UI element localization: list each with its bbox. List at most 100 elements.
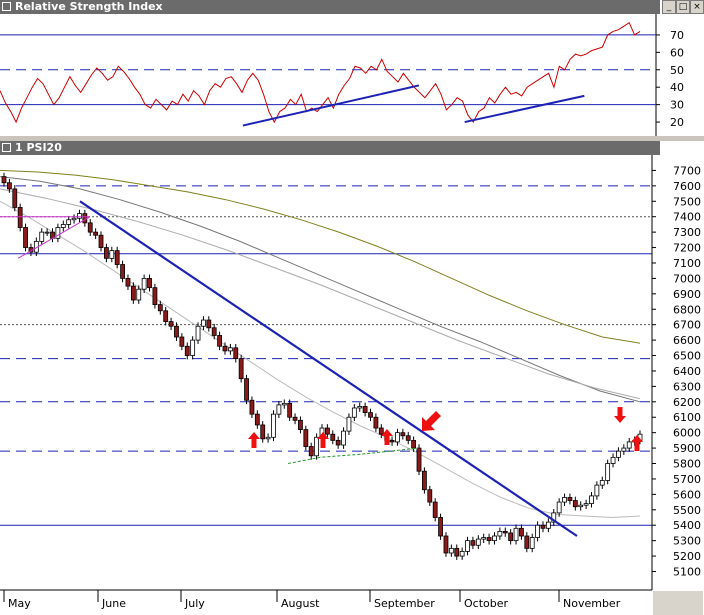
candle-body [454,547,460,557]
candle-body [621,447,627,452]
candle-body [39,231,45,242]
y-tick-label: 7000 [673,272,701,285]
candle-body [168,321,174,327]
candle-body [120,264,125,279]
candle-body [114,250,120,265]
rsi-trend-line [242,84,420,127]
candle-body [545,521,551,529]
moving-average-line [0,169,641,344]
candle-body [254,413,260,426]
candle-body [211,327,217,336]
candle-body [174,325,179,338]
y-tick-label: 5300 [673,535,701,548]
restore-button[interactable]: □ [676,0,690,14]
candle-body [233,347,239,360]
candle-body [77,213,82,219]
candle-body [60,224,66,228]
candle-body [422,470,427,491]
rsi-chart[interactable]: 20 30 40 50 60 70 [0,14,704,136]
candle-body [443,535,449,554]
candle-body [222,345,228,352]
panel-menu-icon[interactable] [2,1,11,11]
candle-body [184,345,190,356]
rsi-trend-line [464,94,585,124]
candle-body [17,207,23,228]
minimize-button[interactable]: _ [662,0,676,14]
candle-body [190,339,196,356]
x-tick-label: August [281,597,320,610]
candle-body [260,424,266,440]
y-tick-label: 5900 [673,442,701,455]
candle-body [594,484,600,497]
y-tick-label: 5200 [673,550,701,563]
candle-body [249,399,255,415]
candle-body [535,524,540,538]
candle-body [157,304,163,312]
y-tick-label: 6300 [673,380,701,393]
candle-body [470,540,476,546]
y-tick-label: 6600 [673,334,701,347]
candle-body [152,287,158,306]
moving-average-line [0,200,641,519]
rsi-title: Relative Strength Index [15,0,163,13]
y-tick-label: 7500 [673,195,701,208]
candle-body [368,412,373,418]
price-title: 1 PSI20 [15,141,62,154]
y-tick-label: 5800 [673,458,701,471]
candle-body [292,416,298,421]
candle-body [244,378,249,401]
candle-body [314,436,320,457]
candle-body [82,213,88,224]
panel-separator[interactable] [0,136,704,141]
candle-body [492,535,497,542]
candle-body [201,319,206,327]
y-tick-label: 50 [670,64,684,77]
candle-body [529,537,535,549]
candle-body [465,540,470,552]
candle-body [605,463,611,481]
wedge-line [17,216,91,259]
candle-body [578,504,584,508]
close-button[interactable]: × [690,0,704,14]
up-arrow-icon [248,432,260,448]
y-tick-label: 7100 [673,257,701,270]
up-arrow-icon [631,435,643,451]
candle-body [195,325,201,341]
rsi-title-bar[interactable]: Relative Strength Index [0,0,660,14]
candle-body [308,446,314,457]
candle-body [98,234,104,248]
candle-body [475,538,481,546]
y-tick-label: 7400 [673,211,701,224]
candle-body [502,530,508,534]
candle-body [130,285,136,301]
candle-body [179,336,185,347]
candle-body [583,503,589,506]
candle-body [12,188,18,208]
candle-body [303,429,309,447]
candle-body [238,358,244,380]
moving-average-line [0,188,641,400]
candle-body [330,433,336,441]
price-chart[interactable]: 5100 5200 5300 5400 5500 5600 5700 5800 5900 6000… [0,155,704,615]
candle-body [497,530,503,537]
y-tick-label: 5100 [673,565,701,578]
y-tick-label: 6700 [673,319,701,332]
y-tick-label: 6000 [673,427,701,440]
candle-body [125,278,131,287]
price-title-bar[interactable]: 1 PSI20 [0,141,660,155]
candle-body [562,497,567,503]
y-tick-label: 7200 [673,242,701,255]
candle-body [626,441,632,449]
x-tick-label: November [563,597,621,610]
panel-menu-icon[interactable] [2,142,11,152]
y-tick-label: 60 [670,46,684,59]
candle-body [281,402,287,406]
candle-body [389,439,395,443]
candle-body [71,217,77,221]
candle-body [508,532,514,542]
candle-body [610,456,616,464]
candle-body [357,406,363,409]
candle-body [481,537,487,540]
candle-body [104,247,109,259]
candle-body [206,319,212,329]
